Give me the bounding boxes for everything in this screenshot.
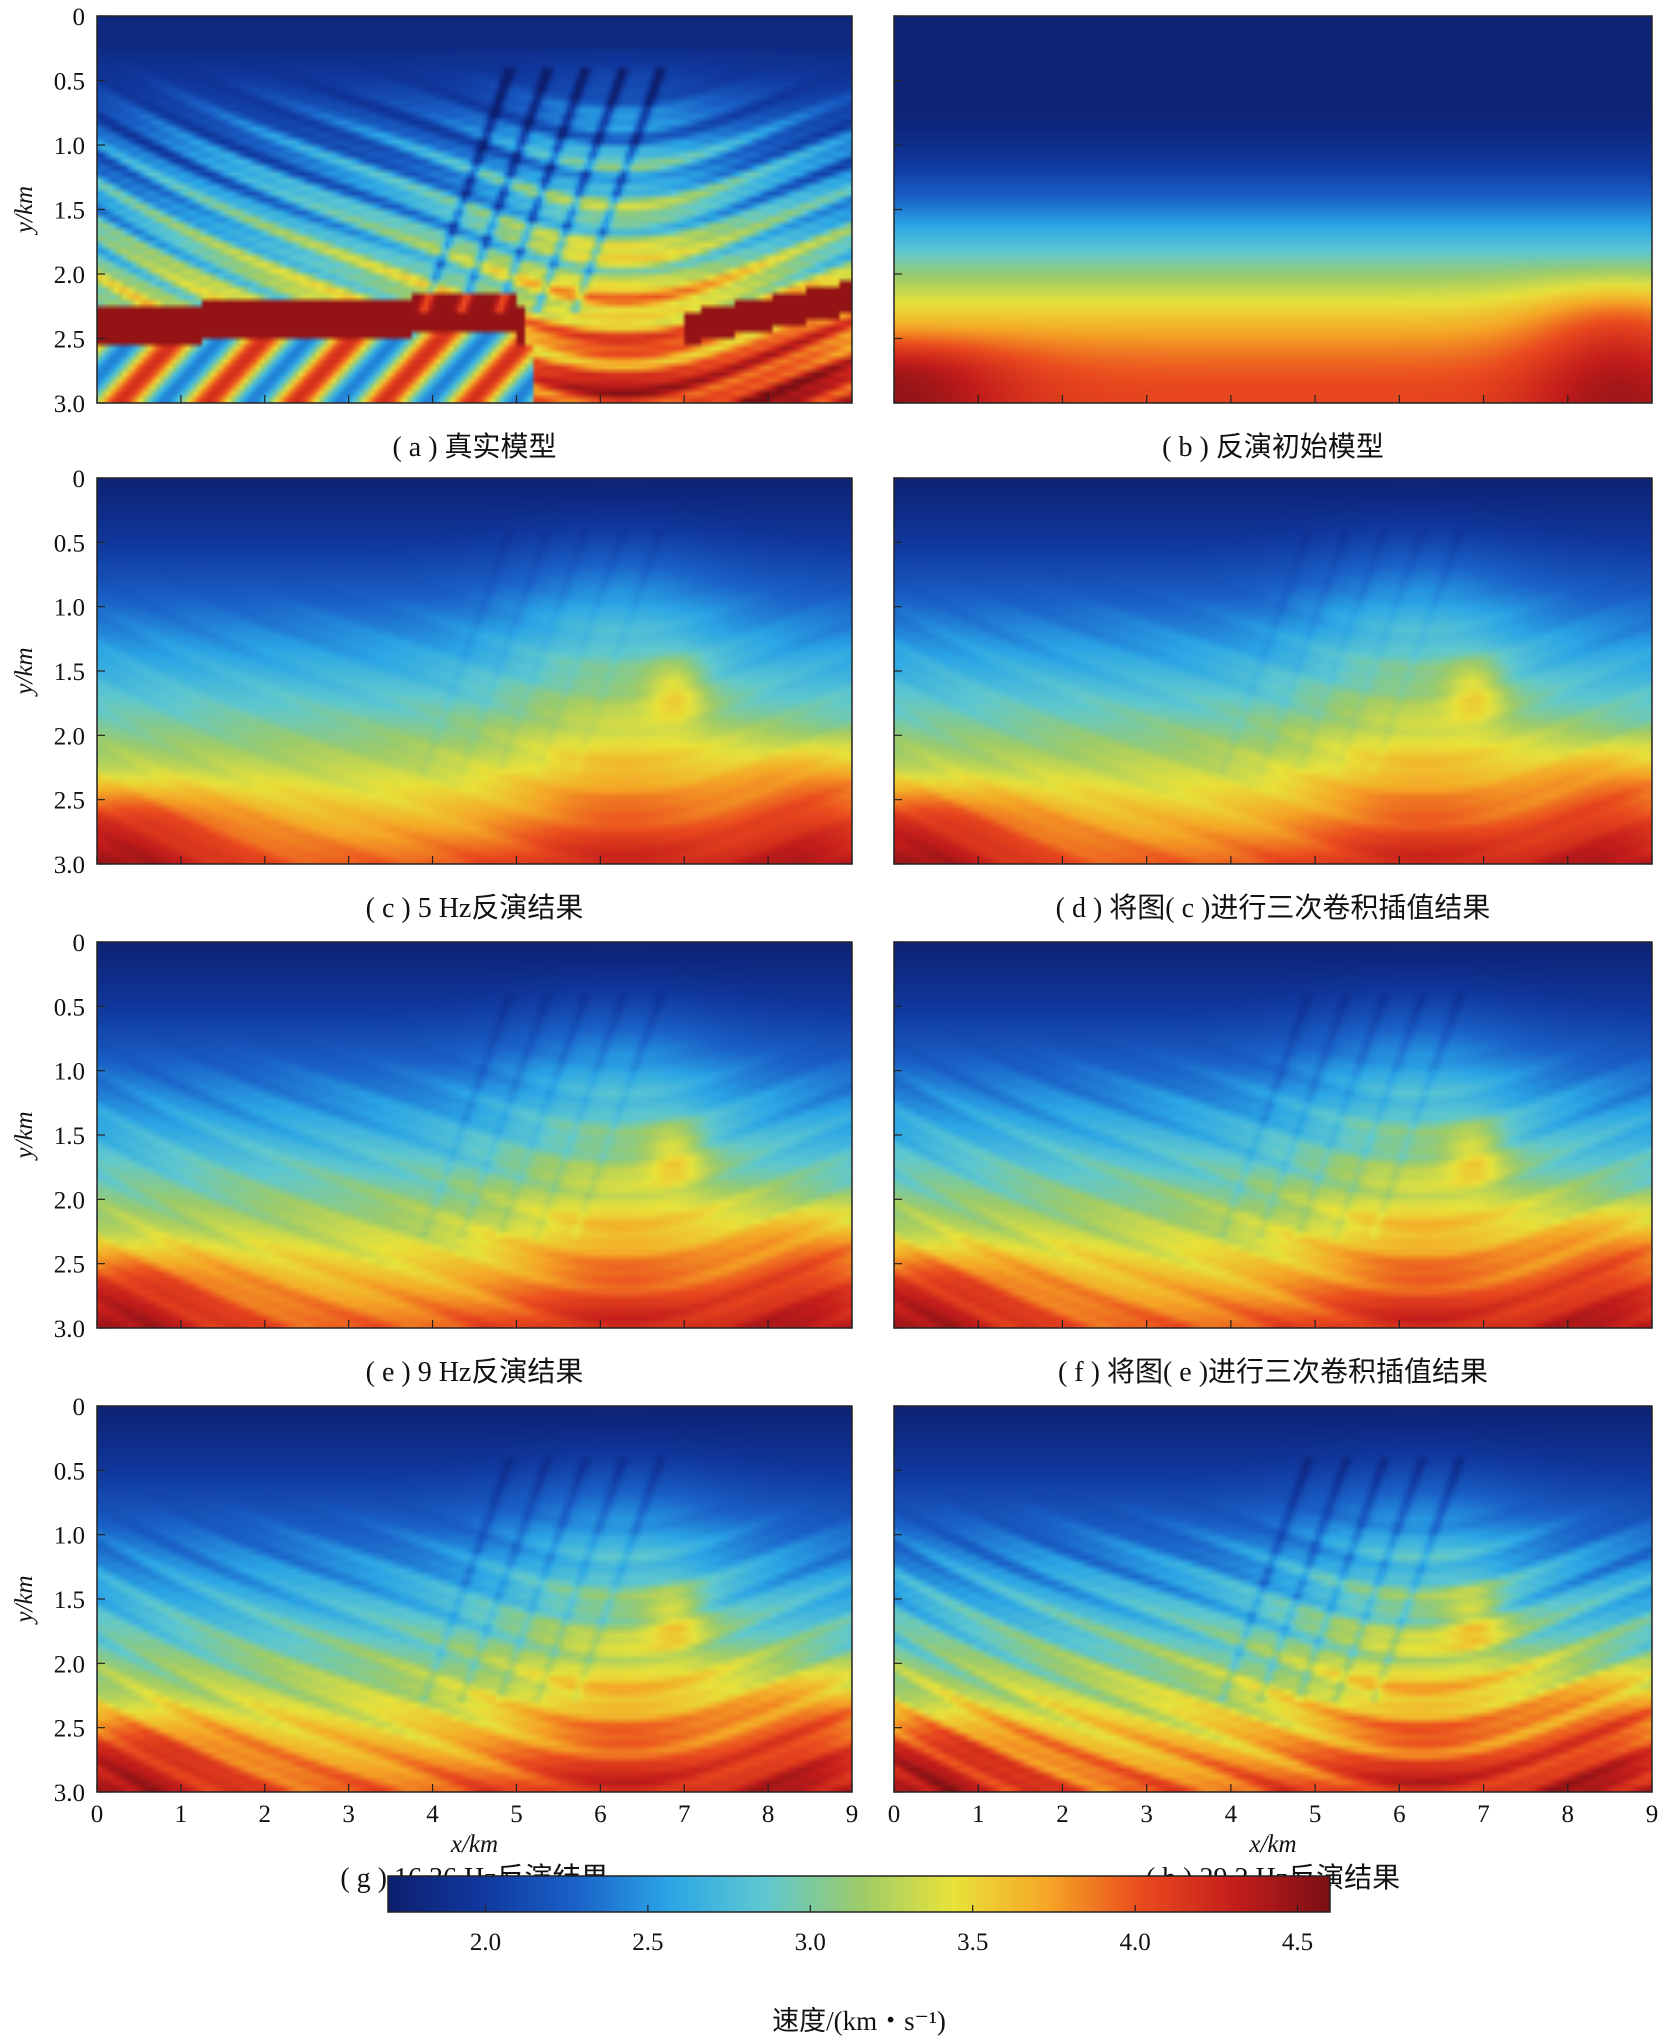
panel-f: ( f ) 将图( e )进行三次卷积插值结果	[893, 941, 1653, 1388]
x-tick-label: 4	[1225, 1801, 1238, 1828]
panel-a: 0 0.5 1.0 1.5 2.0 2.5 3.0 y/km ( a ) 真实模型	[11, 4, 853, 463]
velocity-image	[97, 1406, 852, 1792]
x-tick-label: 7	[678, 1801, 691, 1828]
y-tick-label: 2.0	[54, 1187, 85, 1214]
x-tick-label: 3	[342, 1801, 355, 1828]
panel-caption: ( e ) 9 Hz反演结果	[366, 1356, 584, 1388]
x-tick-label: 9	[1646, 1801, 1659, 1828]
y-tick-label: 0	[73, 4, 86, 31]
x-tick-label: 6	[594, 1801, 607, 1828]
y-tick-label: 0.5	[54, 994, 85, 1021]
y-tick-label: 0.5	[54, 1458, 85, 1485]
x-tick-label: 5	[1309, 1801, 1322, 1828]
y-tick-label: 1.5	[54, 1123, 85, 1150]
colorbar-tick-label: 4.0	[1119, 1929, 1150, 1956]
y-tick-label: 0.5	[54, 69, 85, 96]
panel-caption: ( b ) 反演初始模型	[1162, 431, 1384, 463]
panel-caption: ( a ) 真实模型	[392, 431, 556, 463]
panel-c: 0 0.5 1.0 1.5 2.0 2.5 3.0 y/km ( c ) 5 Hz反演结果	[11, 466, 853, 924]
x-axis-label: x/km	[1248, 1831, 1296, 1858]
panel-e: 0 0.5 1.0 1.5 2.0 2.5 3.0 y/km ( e ) 9 Hz反演结果	[11, 930, 853, 1388]
y-tick-label: 1.0	[54, 595, 85, 622]
x-tick-label: 1	[175, 1801, 188, 1828]
x-tick-label: 4	[426, 1801, 439, 1828]
x-axis-label: x/km	[450, 1831, 498, 1858]
x-tick-label: 7	[1477, 1801, 1490, 1828]
velocity-image	[894, 1406, 1652, 1792]
y-tick-label: 2.5	[54, 1252, 85, 1279]
velocity-image	[894, 478, 1652, 864]
y-tick-label: 1.0	[54, 1059, 85, 1086]
y-tick-label: 2.0	[54, 723, 85, 750]
colorbar: 2.0 2.5 3.0 3.5 4.0 4.5 速度/(km・s⁻¹)	[387, 1875, 1331, 2036]
colorbar-tick-label: 4.5	[1282, 1929, 1313, 1956]
x-tick-label: 5	[510, 1801, 523, 1828]
colorbar-tick-label: 2.0	[470, 1929, 501, 1956]
panel-grid: 0 0.5 1.0 1.5 2.0 2.5 3.0 y/km ( a ) 真实模型 ( b ) 反…	[11, 4, 1658, 1894]
x-tick-label: 8	[1562, 1801, 1575, 1828]
y-tick-label: 0	[73, 1394, 86, 1421]
x-tick-label: 0	[888, 1801, 901, 1828]
y-tick-label: 3.0	[54, 1780, 85, 1807]
y-tick-label: 0	[73, 930, 86, 957]
colorbar-tick-label: 2.5	[632, 1929, 663, 1956]
colorbar-label: 速度/(km・s⁻¹)	[772, 2006, 946, 2036]
x-tick-label: 2	[1056, 1801, 1069, 1828]
velocity-image	[97, 478, 852, 864]
velocity-image	[97, 16, 852, 403]
y-tick-label: 3.0	[54, 852, 85, 879]
x-tick-label: 1	[972, 1801, 985, 1828]
y-tick-label: 1.0	[54, 133, 85, 160]
panel-caption: ( c ) 5 Hz反演结果	[366, 892, 584, 924]
panel-g: 00.51.01.52.02.53.00 1 2 3 4 5 6 7 8 9y/kmx/km( g…	[11, 1394, 858, 1894]
velocity-image	[97, 942, 852, 1328]
panel-d: ( d ) 将图( c )进行三次卷积插值结果	[893, 477, 1653, 924]
y-tick-label: 1.0	[54, 1523, 85, 1550]
x-tick-label: 3	[1140, 1801, 1153, 1828]
y-tick-label: 1.5	[54, 659, 85, 686]
panel-caption: ( f ) 将图( e )进行三次卷积插值结果	[1058, 1356, 1488, 1388]
y-tick-label: 1.5	[54, 1587, 85, 1614]
y-tick-label: 3.0	[54, 1316, 85, 1343]
x-tick-label: 8	[762, 1801, 775, 1828]
y-tick-label: 2.0	[54, 262, 85, 289]
x-tick-label: 6	[1393, 1801, 1406, 1828]
y-tick-label: 2.5	[54, 327, 85, 354]
y-axis-label: y/km	[11, 186, 38, 236]
y-tick-label: 2.0	[54, 1651, 85, 1678]
x-tick-label: 0	[91, 1801, 104, 1828]
y-tick-label: 0	[73, 466, 86, 493]
velocity-image	[894, 16, 1652, 403]
y-axis-label: y/km	[11, 1111, 38, 1161]
x-tick-label: 2	[259, 1801, 272, 1828]
panel-b: ( b ) 反演初始模型	[893, 15, 1653, 463]
y-tick-label: 3.0	[54, 391, 85, 418]
y-axis-label: y/km	[11, 1575, 38, 1625]
panel-caption: ( d ) 将图( c )进行三次卷积插值结果	[1056, 892, 1491, 924]
colorbar-strip	[387, 1875, 1331, 1913]
velocity-image	[894, 942, 1652, 1328]
colorbar-tick-label: 3.5	[957, 1929, 988, 1956]
y-tick-label: 2.5	[54, 788, 85, 815]
y-tick-label: 2.5	[54, 1716, 85, 1743]
colorbar-tick-label: 3.0	[795, 1929, 826, 1956]
y-axis-label: y/km	[11, 647, 38, 697]
y-tick-label: 0.5	[54, 530, 85, 557]
y-tick-label: 1.5	[54, 198, 85, 225]
x-tick-label: 9	[846, 1801, 859, 1828]
